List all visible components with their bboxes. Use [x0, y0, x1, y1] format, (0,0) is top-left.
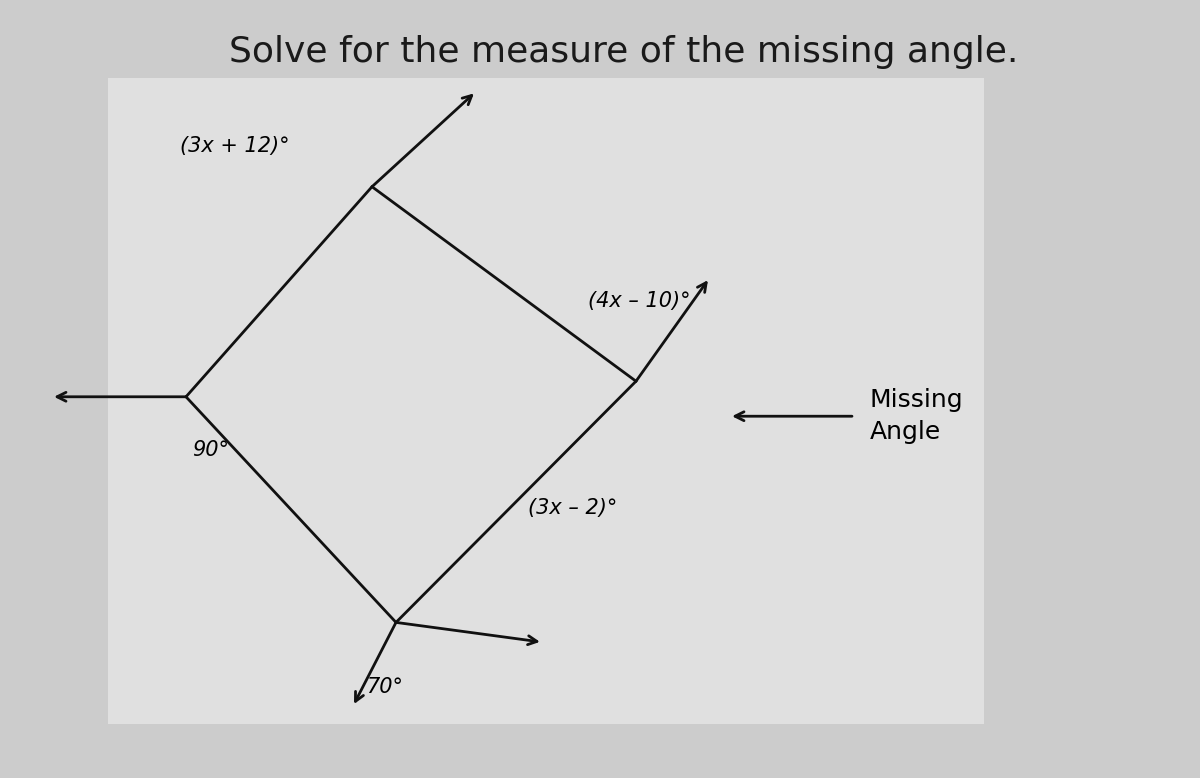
Text: (4x – 10)°: (4x – 10)° — [588, 291, 691, 311]
Text: (3x – 2)°: (3x – 2)° — [528, 498, 617, 518]
Text: Missing
Angle: Missing Angle — [870, 388, 964, 444]
Text: 70°: 70° — [366, 677, 403, 697]
Text: (3x + 12)°: (3x + 12)° — [180, 135, 289, 156]
Text: Solve for the measure of the missing angle.: Solve for the measure of the missing ang… — [229, 35, 1019, 69]
FancyBboxPatch shape — [108, 78, 984, 724]
Text: 90°: 90° — [192, 440, 229, 460]
